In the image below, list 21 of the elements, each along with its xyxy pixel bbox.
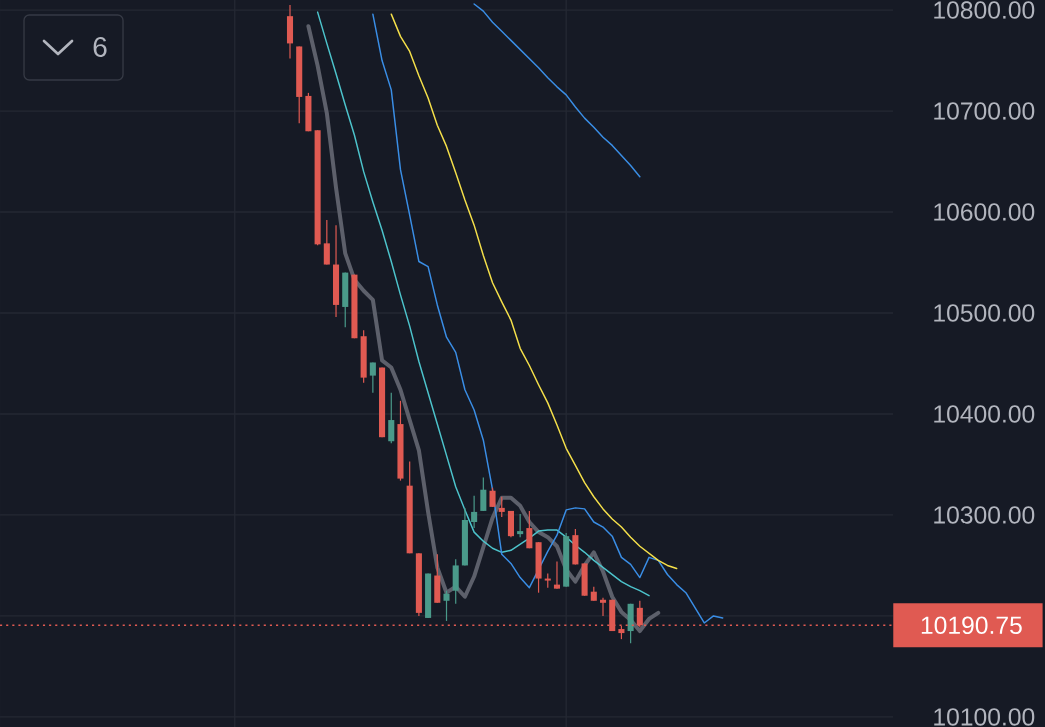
y-tick-label: 10800.00: [934, 1, 1035, 19]
candlestick: [443, 590, 450, 622]
y-tick-label: 10600.00: [934, 203, 1035, 221]
y-tick-label: 10700.00: [934, 102, 1035, 120]
annotation: 6: [93, 37, 107, 57]
candlestick: [323, 219, 330, 266]
y-tick-label: 10100.00: [934, 708, 1035, 726]
candlestick: [553, 560, 561, 590]
candlestick: [471, 495, 478, 529]
candlestick: [498, 496, 505, 518]
y-tick-label: 10500.00: [934, 304, 1035, 322]
candlestick: [599, 597, 607, 617]
candlestick: [480, 476, 487, 512]
candlestick: [517, 513, 524, 538]
y-tick-label: 10300.00: [934, 506, 1035, 524]
y-tick-label: 10400.00: [934, 405, 1035, 423]
candlestick: [388, 392, 395, 444]
candlestick: [369, 361, 376, 394]
ref-line-label: 10190.75: [921, 616, 1022, 634]
candlestick: [526, 510, 533, 549]
candlestick: [489, 487, 496, 508]
